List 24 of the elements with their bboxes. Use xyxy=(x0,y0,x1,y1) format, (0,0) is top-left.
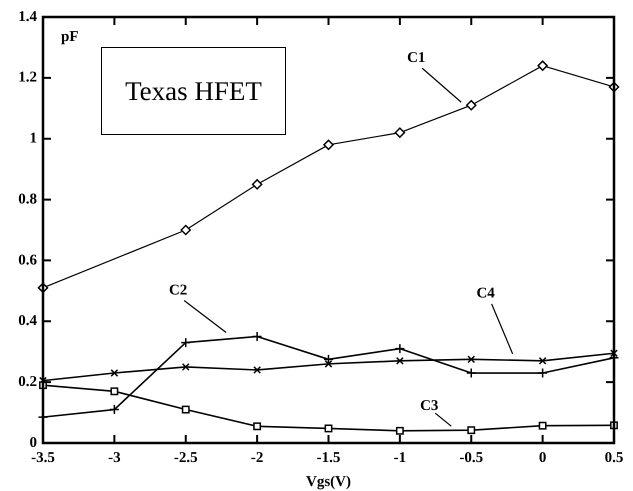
x-tick-label: -0.5 xyxy=(459,450,484,466)
x-tick-label: -2.5 xyxy=(174,450,198,466)
y-tick-label: 0.2 xyxy=(18,374,37,390)
x-tick-label: 0 xyxy=(538,450,546,466)
x-tick-label: 0.5 xyxy=(604,450,624,466)
annotation: Texas HFET xyxy=(101,47,286,135)
y-tick-label: 1.4 xyxy=(18,8,38,25)
x-axis-title: Vgs(V) xyxy=(306,474,351,490)
y-tick-label: 0 xyxy=(30,434,37,451)
x-tick-label: -1.5 xyxy=(316,450,340,466)
x-tick-label: -2 xyxy=(250,450,264,466)
x-tick-label: -1 xyxy=(394,450,406,466)
y-tick-label: 0.8 xyxy=(18,191,37,208)
y-tick-label: 1.2 xyxy=(18,70,37,86)
text: C4 xyxy=(476,286,496,302)
y-tick-label: 0.4 xyxy=(18,313,38,330)
series-label: C3 xyxy=(420,398,438,414)
y-tick-label: 1 xyxy=(30,130,37,147)
y-axis-title: pF xyxy=(61,28,79,45)
text: C1 xyxy=(407,50,426,66)
x-tick-label: -3 xyxy=(108,450,121,466)
x-tick-label: -3.5 xyxy=(31,450,55,466)
y-tick-label: 0.6 xyxy=(18,252,38,268)
text: C2 xyxy=(168,282,188,298)
